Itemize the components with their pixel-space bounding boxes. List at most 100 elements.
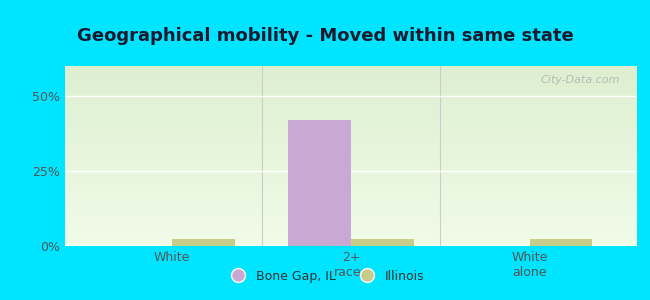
Bar [65, 134, 637, 136]
Bar [65, 210, 637, 212]
Bar [65, 179, 637, 181]
Bar [65, 161, 637, 163]
Bar [65, 82, 637, 84]
Bar [65, 91, 637, 93]
Bar [65, 221, 637, 223]
Bar [65, 129, 637, 131]
Bar [65, 170, 637, 172]
Bar [65, 147, 637, 149]
Bar [65, 176, 637, 178]
Bar [65, 73, 637, 75]
Bar [65, 138, 637, 140]
Bar [65, 223, 637, 224]
Bar [65, 107, 637, 109]
Bar [65, 241, 637, 242]
Bar [65, 109, 637, 111]
Bar [289, 120, 351, 246]
Bar [65, 167, 637, 169]
Bar [65, 235, 637, 237]
Bar [65, 233, 637, 235]
Bar [65, 190, 637, 192]
Bar [65, 197, 637, 199]
Bar [65, 106, 637, 107]
Bar [65, 140, 637, 142]
Bar [351, 238, 413, 246]
Bar [65, 100, 637, 102]
Bar [65, 212, 637, 214]
Bar [65, 196, 637, 197]
Bar [65, 219, 637, 221]
Bar [65, 71, 637, 73]
Bar [65, 124, 637, 125]
Bar [65, 156, 637, 158]
Bar [65, 70, 637, 71]
Bar [65, 217, 637, 219]
Bar [65, 102, 637, 104]
Bar [65, 160, 637, 161]
Bar [65, 151, 637, 152]
Bar [65, 187, 637, 188]
Bar [65, 95, 637, 97]
Bar [65, 192, 637, 194]
Bar [65, 77, 637, 79]
Bar [65, 194, 637, 196]
Bar [65, 142, 637, 143]
Bar [65, 158, 637, 160]
Bar [65, 206, 637, 208]
Bar [65, 242, 637, 244]
Bar [65, 66, 637, 68]
Bar [65, 133, 637, 134]
Bar [65, 93, 637, 95]
Bar [65, 136, 637, 138]
Bar [65, 214, 637, 215]
Bar [65, 154, 637, 156]
Bar [65, 181, 637, 183]
Bar [65, 104, 637, 106]
Bar [65, 185, 637, 187]
Bar [65, 215, 637, 217]
Text: City-Data.com: City-Data.com [540, 75, 620, 85]
Bar [65, 244, 637, 246]
Bar [65, 97, 637, 98]
Bar [65, 98, 637, 100]
Bar [65, 232, 637, 233]
Bar [65, 174, 637, 176]
Bar [65, 127, 637, 129]
Bar [65, 84, 637, 86]
Bar [530, 238, 592, 246]
Bar [65, 239, 637, 241]
Bar [65, 125, 637, 127]
Bar [65, 228, 637, 230]
Legend: Bone Gap, IL, Illinois: Bone Gap, IL, Illinois [221, 265, 429, 288]
Text: Geographical mobility - Moved within same state: Geographical mobility - Moved within sam… [77, 27, 573, 45]
Bar [65, 80, 637, 82]
Bar [65, 111, 637, 113]
Bar [65, 163, 637, 165]
Bar [65, 172, 637, 174]
Bar [65, 149, 637, 151]
Bar [65, 224, 637, 226]
Bar [65, 115, 637, 116]
Bar [65, 178, 637, 179]
Bar [65, 120, 637, 122]
Bar [65, 199, 637, 201]
Bar [65, 68, 637, 70]
Bar [65, 88, 637, 89]
Bar [65, 79, 637, 80]
Bar [65, 131, 637, 133]
Bar [65, 183, 637, 185]
Bar [65, 86, 637, 88]
Bar [65, 75, 637, 77]
Bar [65, 122, 637, 124]
Bar [65, 226, 637, 228]
Bar [172, 238, 235, 246]
Bar [65, 143, 637, 145]
Bar [65, 205, 637, 206]
Bar [65, 89, 637, 91]
Bar [65, 201, 637, 203]
Bar [65, 237, 637, 239]
Bar [65, 113, 637, 115]
Bar [65, 208, 637, 210]
Bar [65, 152, 637, 154]
Bar [65, 230, 637, 232]
